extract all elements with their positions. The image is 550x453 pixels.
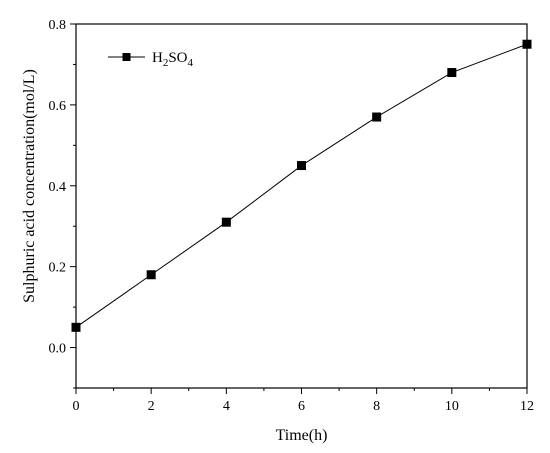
y-tick-label: 0.8: [49, 18, 67, 33]
x-axis-title: Time(h): [276, 427, 328, 444]
x-tick-label: 12: [520, 399, 534, 414]
legend: H2SO4: [108, 50, 194, 69]
plot-area-border: [76, 24, 527, 388]
legend-label-subscript: 4: [188, 57, 194, 69]
x-tick-label: 8: [373, 399, 380, 414]
data-point-marker: [523, 40, 532, 49]
data-point-marker: [447, 68, 456, 77]
series-line-h2so4: [76, 44, 527, 327]
series-layer: [72, 40, 532, 332]
y-tick-label: 0.2: [49, 261, 67, 276]
y-tick-label: 0.6: [49, 99, 67, 114]
x-tick-label: 0: [73, 399, 80, 414]
y-tick-label: 0.0: [49, 342, 67, 357]
legend-marker-square: [123, 53, 131, 61]
x-axis-ticks: 0 2 4 6 8 10 12: [73, 388, 535, 414]
x-tick-label: 10: [445, 399, 459, 414]
data-point-marker: [72, 323, 81, 332]
data-point-marker: [372, 113, 381, 122]
axes-frame: [76, 24, 527, 388]
y-tick-label: 0.4: [49, 180, 67, 195]
legend-label-part: SO: [168, 50, 187, 66]
legend-label-h2so4: H2SO4: [152, 50, 194, 69]
x-tick-label: 6: [298, 399, 305, 414]
y-axis-title: Sulphuric acid concentration(mol/L): [21, 69, 38, 303]
x-tick-label: 2: [148, 399, 155, 414]
data-point-marker: [147, 270, 156, 279]
legend-label-part: H: [152, 50, 163, 66]
y-axis-ticks: 0.0 0.2 0.4 0.6 0.8: [49, 18, 77, 388]
data-point-marker: [222, 218, 231, 227]
data-point-marker: [297, 161, 306, 170]
x-tick-label: 4: [223, 399, 230, 414]
